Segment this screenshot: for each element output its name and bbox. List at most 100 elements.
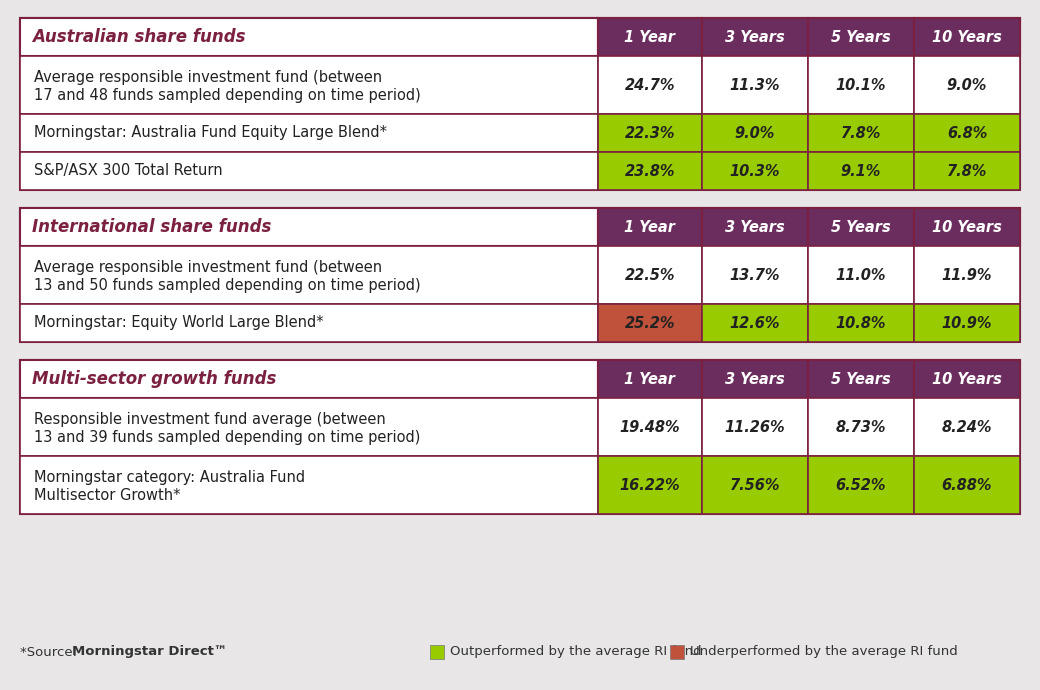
Bar xyxy=(702,398,808,456)
Text: Morningstar: Australia Fund Equity Large Blend*: Morningstar: Australia Fund Equity Large… xyxy=(34,126,387,141)
Text: 8.73%: 8.73% xyxy=(836,420,886,435)
Text: Morningstar category: Australia Fund: Morningstar category: Australia Fund xyxy=(34,470,305,485)
Bar xyxy=(20,360,598,398)
Bar xyxy=(598,18,702,56)
Bar xyxy=(914,456,1020,514)
Bar xyxy=(914,56,1020,114)
Bar xyxy=(808,398,914,456)
Text: 22.3%: 22.3% xyxy=(625,126,675,141)
Bar xyxy=(914,18,1020,56)
Text: 10.1%: 10.1% xyxy=(836,77,886,92)
Bar xyxy=(808,114,914,152)
Text: 16.22%: 16.22% xyxy=(620,477,680,493)
Bar xyxy=(808,304,914,342)
Bar xyxy=(20,114,598,152)
Bar xyxy=(702,152,808,190)
Bar xyxy=(20,398,598,456)
Text: Average responsible investment fund (between: Average responsible investment fund (bet… xyxy=(34,70,382,85)
Bar xyxy=(914,246,1020,304)
Bar xyxy=(808,56,914,114)
Text: 10.3%: 10.3% xyxy=(730,164,780,179)
Bar xyxy=(598,456,702,514)
Text: 7.56%: 7.56% xyxy=(730,477,780,493)
Text: 10 Years: 10 Years xyxy=(932,219,1002,235)
Text: *Source:: *Source: xyxy=(20,646,81,658)
Text: S&P/ASX 300 Total Return: S&P/ASX 300 Total Return xyxy=(34,164,223,179)
Text: Multisector Growth*: Multisector Growth* xyxy=(34,488,181,503)
Bar xyxy=(20,18,598,56)
Bar xyxy=(598,360,702,398)
Bar xyxy=(20,152,598,190)
Text: 10.8%: 10.8% xyxy=(836,315,886,331)
Bar xyxy=(20,246,598,304)
Text: 8.24%: 8.24% xyxy=(942,420,992,435)
Text: 1 Year: 1 Year xyxy=(624,30,676,44)
Text: 7.8%: 7.8% xyxy=(840,126,881,141)
Text: 11.0%: 11.0% xyxy=(836,268,886,282)
Bar xyxy=(808,18,914,56)
Bar xyxy=(702,114,808,152)
Text: 3 Years: 3 Years xyxy=(725,30,785,44)
Text: 25.2%: 25.2% xyxy=(625,315,675,331)
Bar xyxy=(430,645,444,659)
Text: Responsible investment fund average (between: Responsible investment fund average (bet… xyxy=(34,412,386,427)
Text: 6.52%: 6.52% xyxy=(836,477,886,493)
Text: 10.9%: 10.9% xyxy=(942,315,992,331)
Text: Average responsible investment fund (between: Average responsible investment fund (bet… xyxy=(34,260,382,275)
Bar xyxy=(702,360,808,398)
Text: 1 Year: 1 Year xyxy=(624,371,676,386)
Text: Outperformed by the average RI fund: Outperformed by the average RI fund xyxy=(450,646,702,658)
Bar xyxy=(598,246,702,304)
Bar xyxy=(20,208,1020,342)
Text: 23.8%: 23.8% xyxy=(625,164,675,179)
Text: 5 Years: 5 Years xyxy=(831,371,891,386)
Bar xyxy=(914,304,1020,342)
Text: 10 Years: 10 Years xyxy=(932,371,1002,386)
Text: 19.48%: 19.48% xyxy=(620,420,680,435)
Bar xyxy=(702,246,808,304)
Bar xyxy=(914,114,1020,152)
Bar xyxy=(598,398,702,456)
Text: Australian share funds: Australian share funds xyxy=(32,28,245,46)
Bar xyxy=(702,56,808,114)
Bar xyxy=(914,208,1020,246)
Text: 24.7%: 24.7% xyxy=(625,77,675,92)
Text: 17 and 48 funds sampled depending on time period): 17 and 48 funds sampled depending on tim… xyxy=(34,88,421,103)
Bar xyxy=(20,456,598,514)
Text: 3 Years: 3 Years xyxy=(725,371,785,386)
Text: 11.26%: 11.26% xyxy=(725,420,785,435)
Text: 9.0%: 9.0% xyxy=(946,77,987,92)
Bar xyxy=(702,456,808,514)
Bar xyxy=(20,208,598,246)
Text: 9.0%: 9.0% xyxy=(735,126,775,141)
Text: 13.7%: 13.7% xyxy=(730,268,780,282)
Text: 13 and 39 funds sampled depending on time period): 13 and 39 funds sampled depending on tim… xyxy=(34,430,420,445)
Text: 6.8%: 6.8% xyxy=(946,126,987,141)
Text: 11.3%: 11.3% xyxy=(730,77,780,92)
Bar xyxy=(914,398,1020,456)
Text: 1 Year: 1 Year xyxy=(624,219,676,235)
Text: International share funds: International share funds xyxy=(32,218,271,236)
Text: Underperformed by the average RI fund: Underperformed by the average RI fund xyxy=(690,646,958,658)
Text: 13 and 50 funds sampled depending on time period): 13 and 50 funds sampled depending on tim… xyxy=(34,278,420,293)
Bar xyxy=(808,360,914,398)
Text: 11.9%: 11.9% xyxy=(942,268,992,282)
Bar xyxy=(670,645,684,659)
Bar xyxy=(20,56,598,114)
Text: Morningstar Direct™: Morningstar Direct™ xyxy=(72,646,227,658)
Text: 9.1%: 9.1% xyxy=(840,164,881,179)
Bar xyxy=(808,152,914,190)
Bar xyxy=(914,152,1020,190)
Text: 5 Years: 5 Years xyxy=(831,219,891,235)
Text: Multi-sector growth funds: Multi-sector growth funds xyxy=(32,370,277,388)
Text: 22.5%: 22.5% xyxy=(625,268,675,282)
Bar xyxy=(808,456,914,514)
Bar xyxy=(20,304,598,342)
Text: 3 Years: 3 Years xyxy=(725,219,785,235)
Bar xyxy=(598,56,702,114)
Text: 5 Years: 5 Years xyxy=(831,30,891,44)
Bar xyxy=(702,304,808,342)
Bar xyxy=(598,114,702,152)
Text: 6.88%: 6.88% xyxy=(942,477,992,493)
Bar xyxy=(808,246,914,304)
